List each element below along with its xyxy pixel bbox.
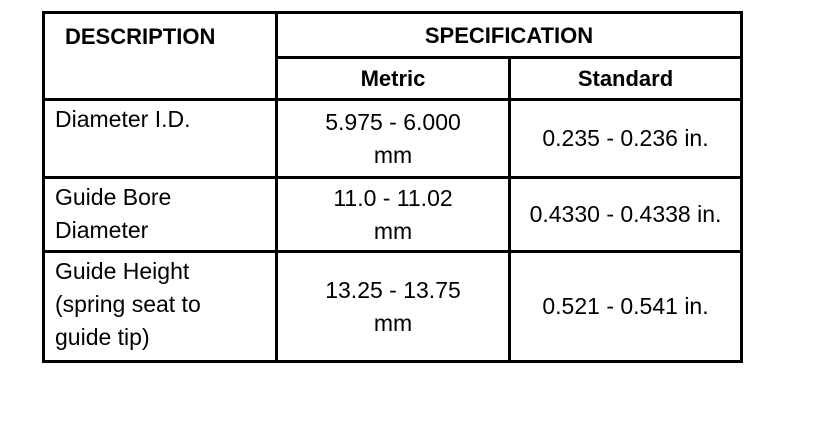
row: Guide Bore Diameter 11.0 - 11.02 mm 0.43… <box>42 176 743 253</box>
standard-cell: 0.4330 - 0.4338 in. <box>508 176 743 253</box>
description-cell: Guide Height (spring seat to guide tip) <box>42 250 278 363</box>
description-header: DESCRIPTION <box>42 11 278 101</box>
description-cell: Guide Bore Diameter <box>42 176 278 253</box>
metric-cell: 11.0 - 11.02 mm <box>275 176 511 253</box>
metric-header: Metric <box>275 56 511 101</box>
standard-cell: 0.521 - 0.541 in. <box>508 250 743 363</box>
metric-cell: 5.975 - 6.000 mm <box>275 98 511 179</box>
description-cell: Diameter I.D. <box>42 98 278 179</box>
metric-cell: 13.25 - 13.75 mm <box>275 250 511 363</box>
standard-cell: 0.235 - 0.236 in. <box>508 98 743 179</box>
specification-header: SPECIFICATION <box>275 11 743 59</box>
row: Guide Height (spring seat to guide tip) … <box>42 250 743 363</box>
standard-header: Standard <box>508 56 743 101</box>
row: Diameter I.D. 5.975 - 6.000 mm 0.235 - 0… <box>42 98 743 179</box>
subheader-row: Metric Standard <box>44 56 743 101</box>
header-row: DESCRIPTION SPECIFICATION <box>42 11 743 101</box>
spec-table: DESCRIPTION SPECIFICATION Metric Standar… <box>42 11 743 363</box>
